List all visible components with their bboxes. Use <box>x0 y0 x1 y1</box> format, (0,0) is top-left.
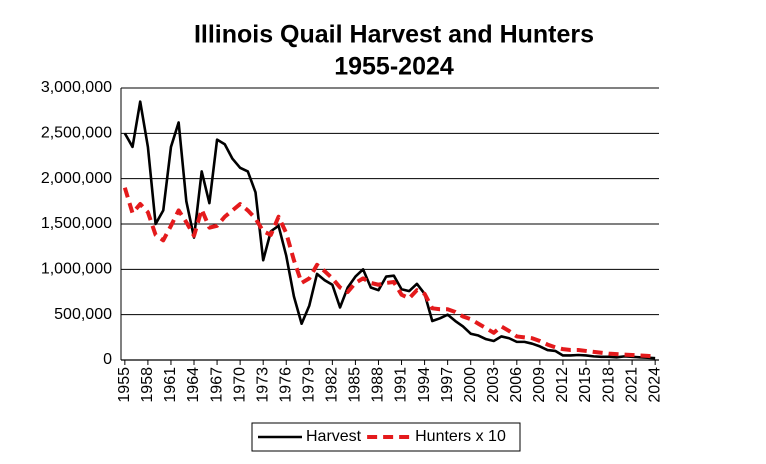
x-tick-label: 2012 <box>554 367 571 403</box>
x-tick-label: 1973 <box>254 367 271 403</box>
y-tick-label: 1,500,000 <box>41 215 112 232</box>
series-line <box>122 187 656 359</box>
x-tick-label: 2024 <box>646 367 663 403</box>
x-tick-label: 2018 <box>600 367 617 403</box>
x-tick-label: 1976 <box>277 367 294 403</box>
x-tick-label: 1964 <box>185 367 202 403</box>
x-tick-label: 2009 <box>531 367 548 403</box>
x-tick-label: 1979 <box>301 367 318 403</box>
chart-subtitle: 1955-2024 <box>334 53 454 81</box>
legend-box <box>251 422 521 452</box>
x-tick-label: 2006 <box>508 367 525 403</box>
x-tick-label: 1994 <box>416 367 433 403</box>
legend-label: Hunters x 10 <box>415 428 506 445</box>
legend-label: Harvest <box>306 428 362 445</box>
x-tick-label: 2003 <box>485 367 502 403</box>
y-tick-label: 500,000 <box>54 306 112 323</box>
series-line <box>123 100 656 360</box>
x-tick-label: 2000 <box>462 367 479 403</box>
y-tick-label: 1,000,000 <box>41 261 112 278</box>
x-tick-label: 1967 <box>208 367 225 403</box>
y-tick-label: 2,500,000 <box>41 125 112 142</box>
x-tick-label: 2015 <box>577 367 594 403</box>
x-tick-label: 1958 <box>139 367 156 403</box>
x-tick-label: 2021 <box>623 367 640 403</box>
x-tick-label: 1970 <box>231 367 248 403</box>
y-tick-label: 0 <box>103 351 112 368</box>
x-tick-label: 1961 <box>162 367 179 403</box>
x-tick-label: 1982 <box>324 367 341 403</box>
x-tick-label: 1988 <box>370 367 387 403</box>
x-tick-label: 1955 <box>116 367 133 403</box>
x-tick-label: 1985 <box>347 367 364 403</box>
y-tick-label: 3,000,000 <box>41 79 112 96</box>
x-tick-label: 1997 <box>439 367 456 403</box>
y-tick-label: 2,000,000 <box>41 170 112 187</box>
x-tick-label: 1991 <box>393 367 410 403</box>
chart-title: Illinois Quail Harvest and Hunters <box>194 21 594 49</box>
